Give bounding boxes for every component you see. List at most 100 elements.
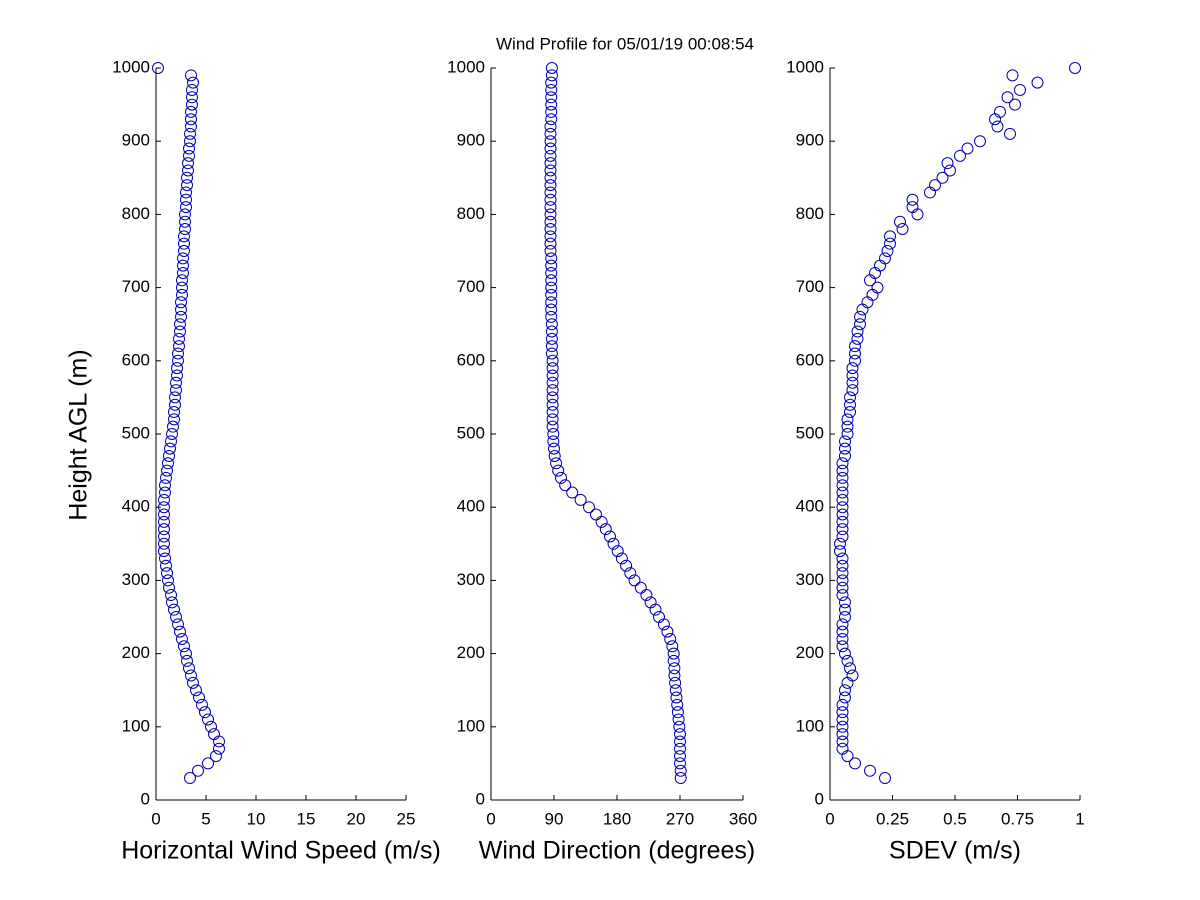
point	[545, 266, 558, 279]
point	[673, 720, 686, 733]
y-tick-label: 300	[796, 570, 824, 589]
point	[179, 208, 191, 221]
point	[160, 559, 172, 572]
point	[185, 120, 197, 133]
point	[839, 435, 851, 448]
point	[667, 654, 680, 667]
point	[544, 193, 557, 206]
point	[185, 105, 197, 118]
point	[836, 728, 849, 741]
y-tick-label: 200	[796, 643, 824, 662]
point	[165, 435, 177, 448]
point	[178, 237, 190, 250]
point	[183, 149, 195, 162]
point	[559, 479, 572, 492]
point	[839, 691, 851, 704]
point	[836, 464, 849, 477]
point	[545, 91, 558, 104]
point	[545, 252, 558, 265]
point	[185, 69, 197, 82]
y-tick-label: 0	[815, 789, 824, 808]
point	[199, 706, 211, 719]
point	[544, 230, 557, 243]
point	[165, 589, 177, 602]
point	[879, 772, 891, 785]
point	[546, 406, 559, 419]
x-axis-label: Horizontal Wind Speed (m/s)	[121, 837, 441, 865]
point	[544, 237, 557, 250]
point	[881, 245, 894, 257]
point	[644, 596, 657, 609]
point	[186, 83, 198, 96]
point	[545, 83, 558, 96]
point	[544, 164, 557, 177]
point	[166, 596, 178, 609]
y-tick-label: 100	[796, 716, 824, 735]
point	[162, 457, 174, 470]
point	[205, 720, 217, 733]
point	[1006, 69, 1019, 82]
point	[839, 647, 851, 660]
y-tick-label: 1000	[447, 57, 485, 76]
y-tick-label: 400	[457, 497, 485, 516]
point	[1001, 91, 1014, 104]
point	[169, 391, 181, 404]
y-tick-label: 400	[122, 497, 150, 516]
point	[545, 288, 558, 301]
point	[166, 428, 178, 440]
y-tick-label: 1000	[786, 57, 824, 76]
point	[183, 142, 195, 155]
y-tick-label: 500	[122, 423, 150, 442]
point	[545, 113, 558, 126]
y-tick-label: 100	[457, 716, 485, 735]
point	[846, 369, 859, 382]
point	[836, 530, 849, 543]
point	[884, 237, 896, 250]
x-tick-label: 0	[486, 809, 495, 828]
point	[884, 230, 896, 243]
point	[213, 742, 225, 755]
point	[176, 632, 188, 645]
y-tick-label: 700	[457, 277, 485, 296]
y-tick-label: 300	[122, 570, 150, 589]
point	[547, 435, 560, 448]
point	[174, 625, 186, 638]
point	[666, 640, 679, 653]
x-tick-label: 15	[297, 809, 316, 828]
point	[180, 186, 192, 199]
point	[954, 149, 966, 162]
point	[190, 684, 202, 697]
point	[941, 157, 954, 170]
point	[1069, 62, 1081, 74]
point	[841, 428, 854, 440]
point	[664, 632, 677, 645]
point	[836, 720, 849, 733]
point	[674, 772, 687, 785]
point	[159, 479, 171, 492]
point	[545, 310, 558, 323]
point	[546, 420, 559, 433]
point	[674, 728, 686, 741]
point	[839, 611, 851, 623]
point	[546, 398, 559, 411]
point	[545, 69, 558, 82]
y-tick-label: 900	[457, 131, 485, 150]
point	[544, 127, 557, 140]
point	[1031, 76, 1044, 89]
y-axis-label: Height AGL (m)	[65, 349, 93, 520]
y-tick-label: 0	[141, 789, 150, 808]
point	[546, 391, 559, 404]
point	[168, 406, 180, 419]
point	[1004, 127, 1016, 140]
point	[844, 406, 856, 419]
point	[545, 105, 558, 118]
y-tick-label: 600	[796, 350, 824, 369]
point	[544, 208, 557, 221]
point	[834, 545, 846, 558]
x-tick-label: 20	[347, 809, 366, 828]
point	[836, 515, 849, 528]
y-tick-label: 700	[796, 277, 824, 296]
point	[669, 676, 682, 689]
point	[175, 296, 187, 309]
point	[173, 332, 185, 345]
